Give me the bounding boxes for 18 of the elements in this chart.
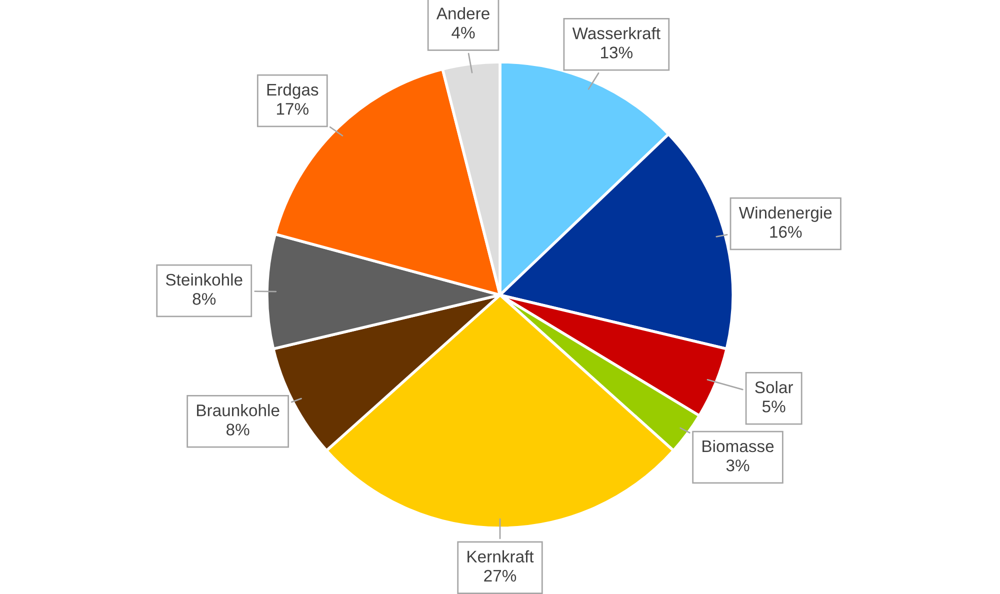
- slice-label: Biomasse: [702, 440, 774, 452]
- slice-label: Steinkohle: [166, 273, 242, 286]
- data-label: 27%: [484, 570, 516, 582]
- data-label: 4%: [452, 26, 475, 38]
- data-label: 3%: [726, 460, 750, 472]
- data-label: 8%: [192, 293, 216, 305]
- data-label: 5%: [762, 400, 786, 412]
- slice-label: Braunkohle: [197, 404, 280, 416]
- slice-label: Andere: [436, 7, 490, 20]
- data-label: 8%: [226, 424, 250, 436]
- slice-label: Wasserkraft: [572, 27, 660, 40]
- data-label: 13%: [601, 46, 633, 58]
- slice-label: Erdgas: [267, 83, 318, 99]
- slice-label: Windenergie: [738, 206, 832, 222]
- data-label: 17%: [276, 103, 308, 115]
- slice-label: Kernkraft: [468, 550, 534, 563]
- slice-label: Solar: [755, 380, 793, 394]
- data-label: 16%: [770, 226, 802, 238]
